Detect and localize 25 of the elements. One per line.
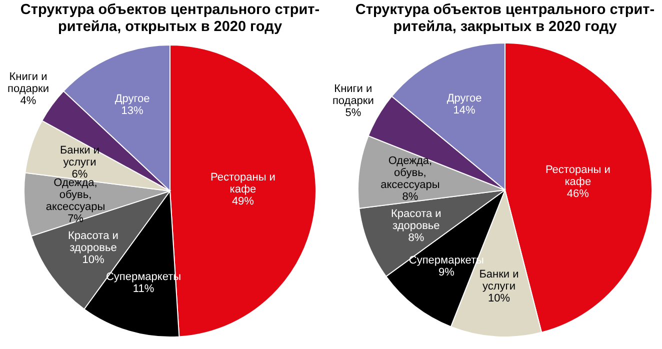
data-label: 4% <box>20 95 36 108</box>
data-label: 8% <box>408 232 424 244</box>
slice-label: Рестораны и кафе <box>545 164 610 188</box>
slice-label: Книги и подарки <box>332 83 374 108</box>
data-label: 8% <box>402 191 418 204</box>
slice-label: Книги и подарки <box>8 71 49 96</box>
data-label: 9% <box>438 266 455 278</box>
data-label: 10% <box>82 254 104 266</box>
data-label: 5% <box>345 107 362 120</box>
slice-label: Одежда, обувь, аксессуары <box>380 155 440 192</box>
slice-label: Банки и услуги <box>479 268 519 292</box>
slice-label: Красота и здоровье <box>390 208 442 232</box>
data-label: 14% <box>453 104 476 117</box>
slice-label: Рестораны и кафе <box>210 172 276 196</box>
data-label: 11% <box>132 283 154 296</box>
data-label: 10% <box>488 292 510 304</box>
data-label: 46% <box>566 188 590 200</box>
data-label: 49% <box>232 196 254 208</box>
chart-title: Структура объектов центрального стрит-ритейла, открытых в 2020 году <box>20 2 320 35</box>
chart-title: Структура объектов центрального стрит-ритейла, закрытых в 2020 году <box>355 2 655 35</box>
data-label: 7% <box>68 212 84 225</box>
slice-label: Красота и здоровье <box>68 230 118 254</box>
slice-label: Другое <box>114 92 150 105</box>
slice-label: Другое <box>446 92 482 105</box>
data-label: 13% <box>121 104 144 117</box>
